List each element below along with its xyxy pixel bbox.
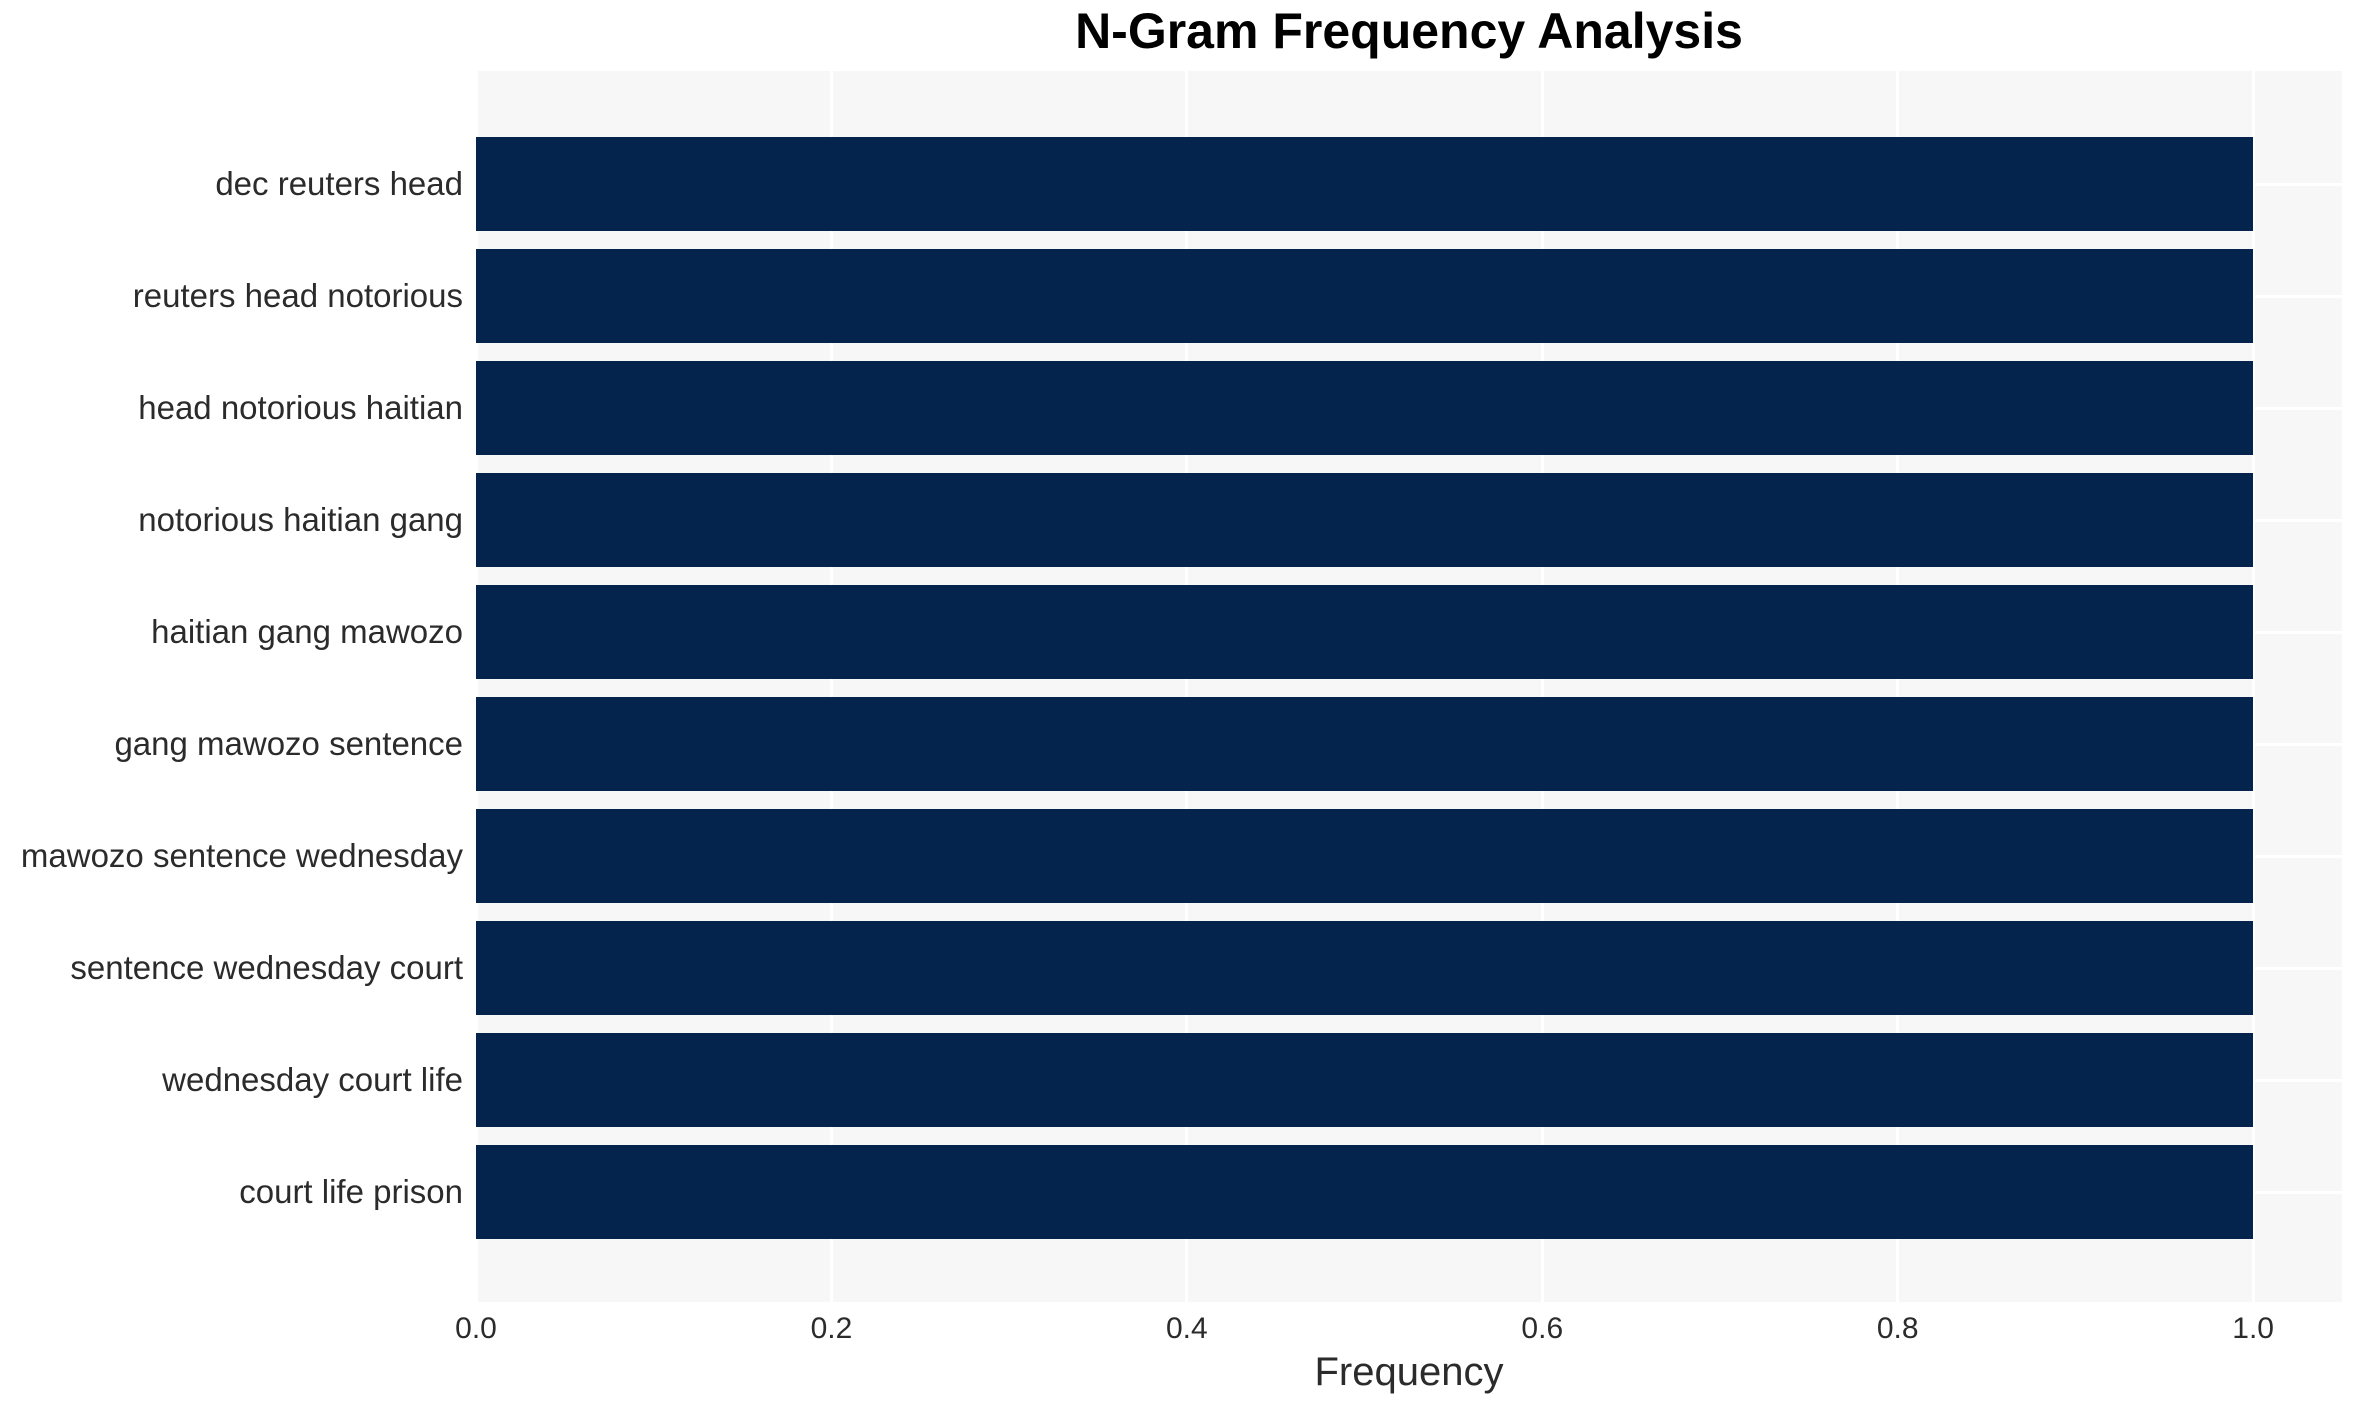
x-gridline xyxy=(1185,71,1189,1302)
bar xyxy=(476,473,2254,567)
y-tick-label: mawozo sentence wednesday xyxy=(20,837,463,874)
y-tick-label: reuters head notorious xyxy=(132,277,463,314)
bar xyxy=(476,137,2254,231)
chart-title: N-Gram Frequency Analysis xyxy=(1075,3,1743,59)
plot-area xyxy=(474,71,2342,1302)
x-tick-label: 1.0 xyxy=(2232,1312,2274,1345)
x-tick-label: 0.2 xyxy=(810,1312,853,1345)
y-tick-label: wednesday court life xyxy=(162,1061,463,1098)
bar xyxy=(476,697,2254,791)
x-axis-title: Frequency xyxy=(1314,1350,1504,1394)
x-gridline xyxy=(829,71,833,1302)
bar xyxy=(476,1145,2254,1239)
y-tick-label: sentence wednesday court xyxy=(70,949,463,986)
bar xyxy=(476,249,2254,343)
bar xyxy=(476,809,2254,903)
x-tick-label: 0.4 xyxy=(1165,1312,1208,1345)
x-tick-label: 0.0 xyxy=(455,1312,497,1345)
y-tick-label: haitian gang mawozo xyxy=(151,613,463,650)
bar xyxy=(476,1033,2254,1127)
y-tick-label: gang mawozo sentence xyxy=(114,725,463,762)
y-tick-label: notorious haitian gang xyxy=(138,501,463,538)
bar xyxy=(476,921,2254,1015)
bar xyxy=(476,361,2254,455)
x-tick-label: 0.8 xyxy=(1876,1312,1919,1345)
y-axis: dec reuters head reuters head notorious he… xyxy=(0,71,463,1302)
y-tick-label: head notorious haitian xyxy=(138,389,463,426)
x-gridline xyxy=(474,71,478,1302)
x-gridline xyxy=(2251,71,2255,1302)
bar xyxy=(476,585,2254,679)
y-tick-label: dec reuters head xyxy=(215,165,463,202)
x-tick-label: 0.6 xyxy=(1521,1312,1564,1345)
x-axis: 0.0 0.2 0.4 0.6 0.8 1.0 xyxy=(455,1312,2342,1352)
x-gridline xyxy=(1896,71,1900,1302)
y-tick-label: court life prison xyxy=(239,1173,463,1210)
x-gridline xyxy=(1540,71,1544,1302)
